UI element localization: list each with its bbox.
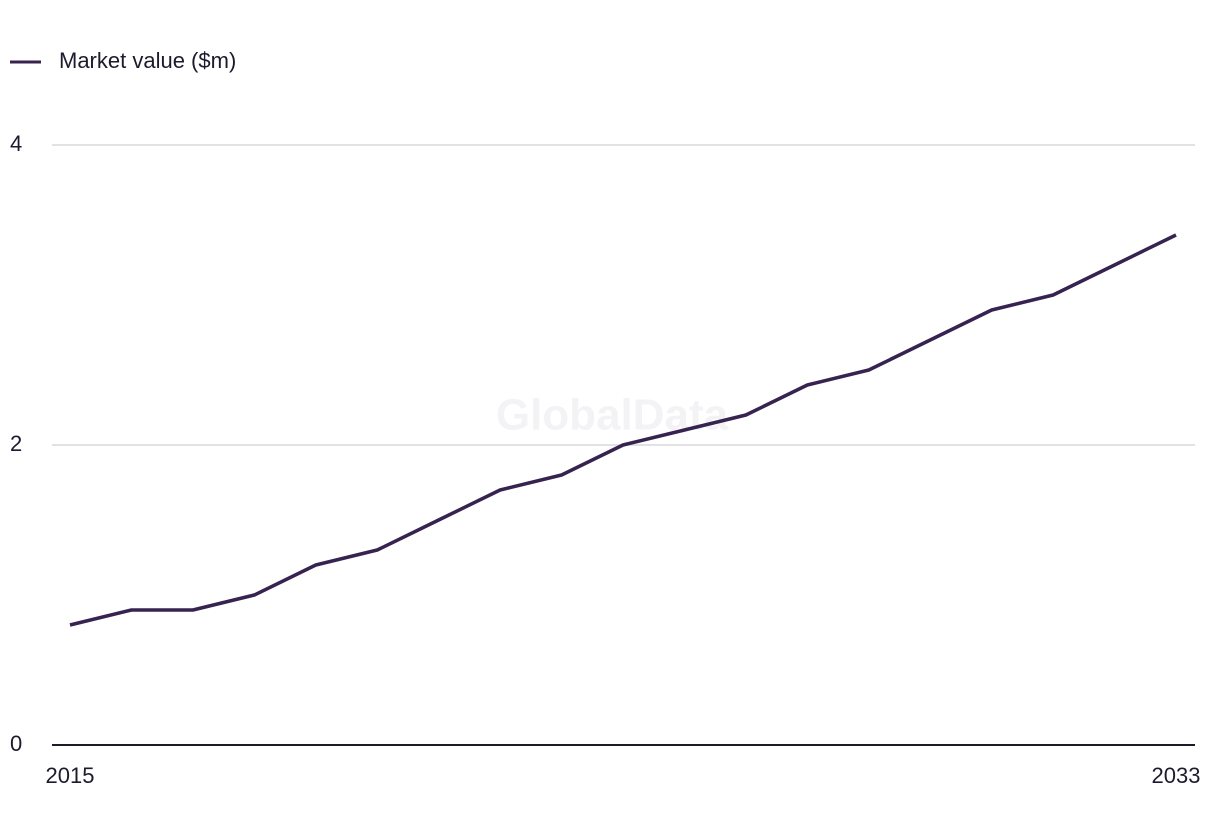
watermark: GlobalData — [496, 391, 729, 440]
x-tick-label: 2015 — [46, 763, 95, 788]
y-tick-label: 2 — [10, 431, 22, 456]
y-tick-label: 0 — [10, 731, 22, 756]
legend-label: Market value ($m) — [59, 48, 236, 73]
y-tick-label: 4 — [10, 131, 22, 156]
data-line — [69, 233, 1177, 627]
x-tick-label: 2033 — [1152, 763, 1201, 788]
